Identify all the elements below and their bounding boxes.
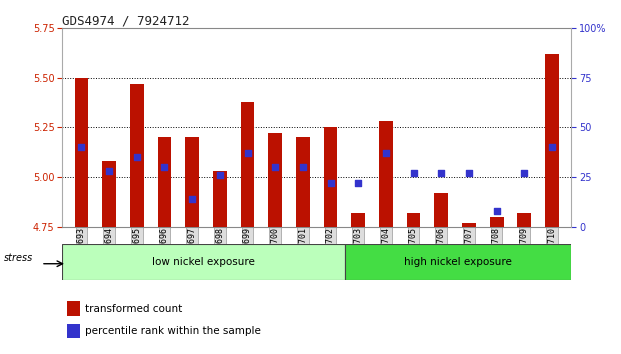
Point (132, 154, 142, 160)
Point (76, 144, 86, 150)
Bar (158, 137, 171, 227)
Point (409, 170, 419, 176)
FancyBboxPatch shape (62, 244, 345, 280)
Text: percentile rank within the sample: percentile rank within the sample (85, 326, 261, 336)
Bar (379, 121, 393, 227)
Text: high nickel exposure: high nickel exposure (404, 257, 512, 267)
Point (243, 150, 253, 156)
Bar (351, 213, 365, 227)
Point (270, 164, 280, 170)
Point (298, 164, 308, 170)
Bar (434, 193, 448, 227)
Bar (407, 213, 420, 227)
Point (381, 150, 391, 156)
Bar (268, 133, 282, 227)
FancyBboxPatch shape (345, 244, 571, 280)
Point (492, 208, 502, 213)
Bar (130, 84, 143, 227)
Bar (462, 223, 476, 227)
Bar (517, 213, 531, 227)
Point (464, 170, 474, 176)
Point (547, 144, 557, 150)
Point (160, 164, 170, 170)
Text: GDS4974 / 7924712: GDS4974 / 7924712 (62, 14, 189, 27)
Text: low nickel exposure: low nickel exposure (152, 257, 255, 267)
Bar (213, 171, 227, 227)
Bar (185, 137, 199, 227)
Point (437, 170, 446, 176)
Bar (296, 137, 310, 227)
Point (325, 180, 335, 186)
Point (187, 196, 197, 202)
Point (519, 170, 529, 176)
Bar (67, 324, 80, 338)
Bar (75, 78, 88, 227)
Bar (102, 161, 116, 227)
Point (215, 172, 225, 178)
Point (353, 180, 363, 186)
Bar (324, 127, 337, 227)
Text: stress: stress (4, 253, 33, 263)
Bar (240, 102, 255, 227)
Point (104, 168, 114, 174)
Bar (67, 301, 80, 316)
Text: transformed count: transformed count (85, 304, 183, 314)
Bar (490, 217, 504, 227)
Bar (545, 54, 559, 227)
